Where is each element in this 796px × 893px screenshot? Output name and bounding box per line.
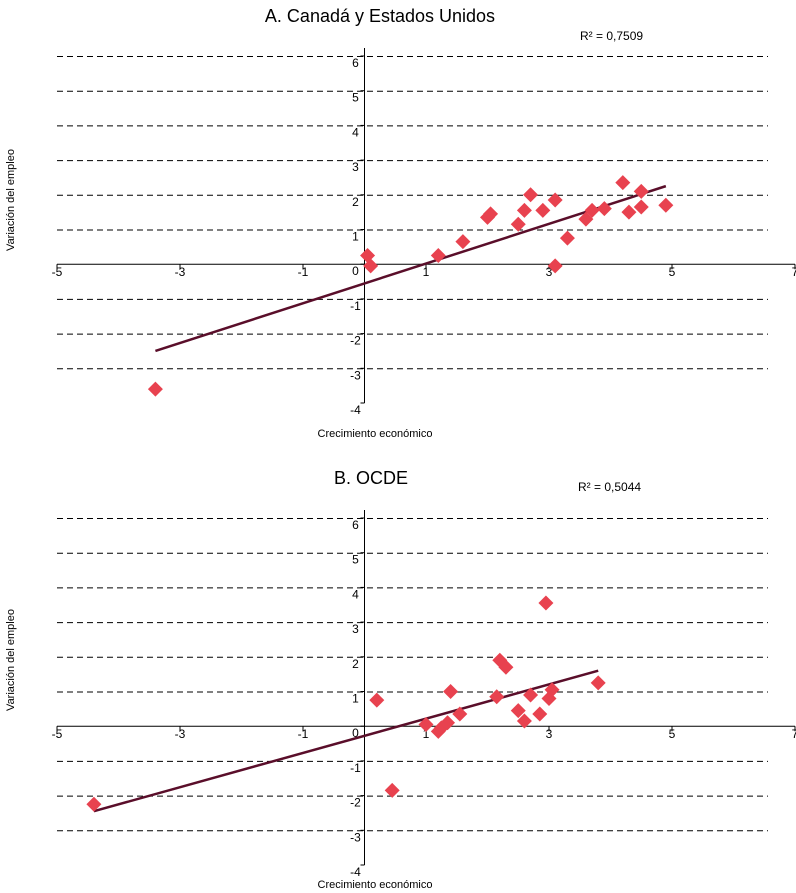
panel-b-r2-label: R² = 0,5044 — [578, 480, 641, 494]
panel-a-x-tick-label: 1 — [423, 265, 430, 279]
panel-a-x-tick-label: -3 — [175, 265, 186, 279]
panel-a-y-tick-label: 0 — [352, 264, 359, 278]
panel-a-data-point — [430, 248, 446, 264]
panel-b-y-tick-label: -1 — [350, 761, 361, 775]
panel-b-data-point — [452, 706, 468, 722]
panel-a-r2-label: R² = 0,7509 — [580, 29, 643, 43]
panel-a-y-tick-label: -2 — [350, 334, 361, 348]
panel-b-data-point — [532, 706, 548, 722]
panel-b-y-axis-label: Variación del empleo — [5, 609, 17, 711]
panel-b-y-tick-label: -3 — [350, 830, 361, 844]
panel-b-x-tick-label: -1 — [298, 727, 309, 741]
chart-panel-b: B. OCDE R² = 0,5044 -5 -3 -1 1 3 5 7 -4 -3 -2 -1 0 1… — [5, 468, 796, 891]
panel-a-data-point — [510, 216, 526, 232]
panel-a-x-tick-label: 7 — [792, 265, 796, 279]
panel-a-x-tick-label: 5 — [669, 265, 676, 279]
panel-b-y-tick-label: 6 — [352, 518, 359, 532]
panel-a-y-tick-label: 4 — [352, 125, 359, 139]
panel-b-data-point — [590, 675, 606, 691]
panel-b-title: B. OCDE — [334, 468, 408, 488]
panel-a-y-tick-label: 6 — [352, 56, 359, 70]
panel-b-data-point — [86, 796, 102, 812]
chart-panel-a: A. Canadá y Estados Unidos R² = 0,7509 -… — [5, 6, 796, 440]
panel-a-data-point — [658, 197, 674, 213]
panel-b-y-tick-label: 5 — [352, 553, 359, 567]
panel-a-data-point — [633, 183, 649, 199]
panel-a-data-point — [455, 234, 471, 250]
panel-b-data-point — [443, 684, 459, 699]
panel-b-trendline — [93, 669, 599, 813]
panel-b-x-tick-label: 3 — [546, 727, 553, 741]
panel-b-data-point — [538, 595, 554, 611]
panel-b-x-tick-label: 7 — [792, 727, 796, 741]
panel-a-y-tick-label: 5 — [352, 91, 359, 105]
panel-a-x-axis-label: Crecimiento económico — [318, 428, 433, 440]
panel-a-y-tick-label: 1 — [352, 230, 359, 244]
panel-b-data-point — [418, 716, 434, 732]
panel-b-data-point — [440, 715, 456, 731]
panel-a-title: A. Canadá y Estados Unidos — [265, 6, 495, 26]
panel-b-x-tick-label: 1 — [423, 727, 430, 741]
panel-a-trendline — [155, 184, 667, 353]
panel-b-data-point — [523, 687, 539, 703]
panel-b-data-point — [489, 689, 505, 705]
panel-a-data-point — [147, 381, 163, 397]
panel-b-y-tick-label: -4 — [350, 865, 361, 879]
panel-a-x-tick-label: -5 — [52, 265, 63, 279]
panel-a-data-point — [547, 258, 563, 274]
panel-b-y-tick-label: 4 — [352, 587, 359, 601]
panel-a-y-tick-label: -4 — [350, 403, 361, 417]
panel-a-data-point — [584, 202, 600, 218]
panel-a-y-tick-label: 2 — [352, 195, 359, 209]
panel-a-y-axis-label: Variación del empleo — [5, 149, 17, 251]
panel-a-data-point — [615, 175, 631, 191]
panel-b-x-tick-label: 5 — [669, 727, 676, 741]
panel-a-data-point — [559, 230, 575, 246]
panel-b-y-tick-label: 1 — [352, 692, 359, 706]
panel-b-data-point — [369, 692, 385, 708]
panel-a-y-tick-label: -1 — [350, 299, 361, 313]
panel-a-data-point — [483, 206, 499, 222]
panel-b-data-point — [544, 682, 560, 698]
panel-b-y-tick-label: -2 — [350, 796, 361, 810]
panel-a-data-point — [523, 187, 539, 203]
panel-b-data-point — [516, 713, 532, 729]
panel-b-data-point — [510, 703, 526, 719]
panel-b-x-tick-label: -5 — [52, 727, 63, 741]
panel-a-data-point — [535, 202, 551, 218]
panel-b-y-tick-label: 0 — [352, 726, 359, 740]
panel-a-data-point — [633, 199, 649, 215]
panel-b-x-tick-label: -3 — [175, 727, 186, 741]
panel-a-y-tick-label: -3 — [350, 368, 361, 382]
panel-b-data-point — [384, 782, 400, 798]
panel-b-y-tick-label: 3 — [352, 622, 359, 636]
panel-a-y-tick-label: 3 — [352, 160, 359, 174]
panel-a-data-point — [596, 201, 612, 217]
panel-a-x-tick-label: -1 — [298, 265, 309, 279]
panel-b-y-tick-label: 2 — [352, 657, 359, 671]
panel-a-data-point — [547, 192, 563, 208]
panel-a-data-point — [363, 258, 379, 274]
panel-a-data-point — [621, 204, 637, 220]
panel-b-data-point — [498, 659, 514, 675]
panel-b-x-axis-label: Crecimiento económico — [318, 879, 433, 891]
panel-a-data-point — [516, 202, 532, 218]
panel-a-x-tick-label: 3 — [546, 265, 553, 279]
